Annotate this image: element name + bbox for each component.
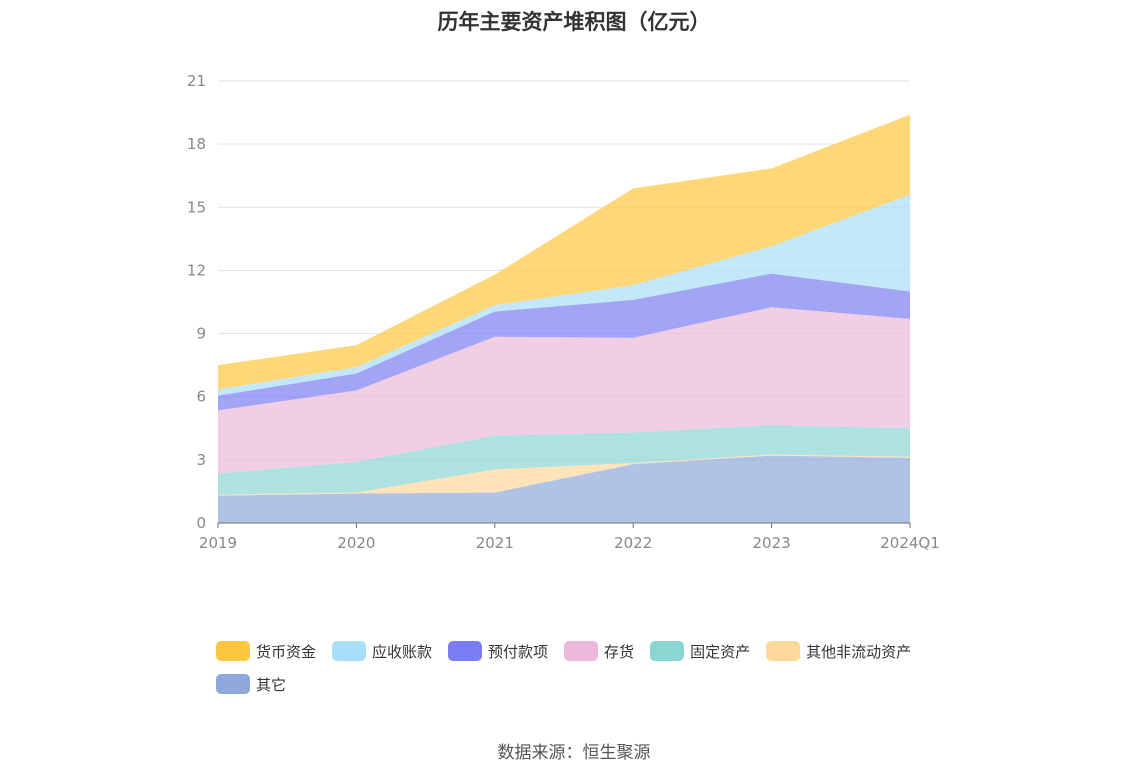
legend-label: 预付款项 xyxy=(488,642,549,661)
y-tick-label: 6 xyxy=(196,388,206,406)
legend-swatch xyxy=(448,641,483,661)
x-tick-label: 2022 xyxy=(614,534,652,552)
legend-label: 其他非流动资产 xyxy=(806,642,912,661)
legend-item[interactable]: 其它 xyxy=(216,673,286,695)
x-tick-label: 2021 xyxy=(476,534,514,552)
y-tick-label: 0 xyxy=(196,514,206,532)
legend-item[interactable]: 其他非流动资产 xyxy=(766,640,911,662)
source-note: 数据来源：恒生聚源 xyxy=(497,743,651,763)
legend-swatch xyxy=(216,641,250,661)
legend-swatch xyxy=(766,641,801,661)
legend-item[interactable]: 货币资金 xyxy=(216,640,316,662)
legend-item[interactable]: 应收账款 xyxy=(332,640,432,662)
legend-label: 应收账款 xyxy=(372,642,433,661)
area-series-3 xyxy=(218,425,910,495)
area-series-layer xyxy=(218,114,910,523)
legend-label: 货币资金 xyxy=(256,642,317,661)
x-tick-label: 2020 xyxy=(337,534,375,552)
legend-swatch xyxy=(332,641,367,661)
y-tick-label: 18 xyxy=(187,135,206,153)
y-tick-label: 3 xyxy=(196,451,206,469)
legend-label: 固定资产 xyxy=(690,642,751,661)
axes: 0 3 6 9 12 15 18 21 2019 2020 2021 2022 2023 2024Q1 xyxy=(187,72,940,552)
legend-item[interactable]: 预付款项 xyxy=(448,640,548,662)
legend-item[interactable]: 存货 xyxy=(564,640,634,662)
legend-swatch xyxy=(564,641,599,661)
x-tick-label: 2023 xyxy=(753,534,791,552)
y-tick-label: 15 xyxy=(187,198,206,216)
area-series-7 xyxy=(218,114,910,390)
chart-title: 历年主要资产堆积图（亿元） xyxy=(437,10,711,34)
y-tick-label: 12 xyxy=(187,261,206,279)
legend: 货币资金 应收账款 预付款项 存货 固定资产 其他非流动资产其它 xyxy=(216,640,976,706)
y-tick-label: 21 xyxy=(187,72,206,90)
area-series-5 xyxy=(218,273,910,411)
x-tick-label: 2024Q1 xyxy=(880,534,940,552)
y-tick-label: 9 xyxy=(196,325,206,343)
legend-label: 存货 xyxy=(604,642,635,661)
x-tick-label: 2019 xyxy=(199,534,237,552)
legend-label: 其它 xyxy=(256,675,287,694)
legend-item[interactable]: 固定资产 xyxy=(650,640,750,662)
legend-swatch xyxy=(216,674,250,694)
legend-swatch xyxy=(650,641,685,661)
area-series-4 xyxy=(218,307,910,474)
area-series-1 xyxy=(218,455,910,523)
area-series-2 xyxy=(218,454,910,496)
